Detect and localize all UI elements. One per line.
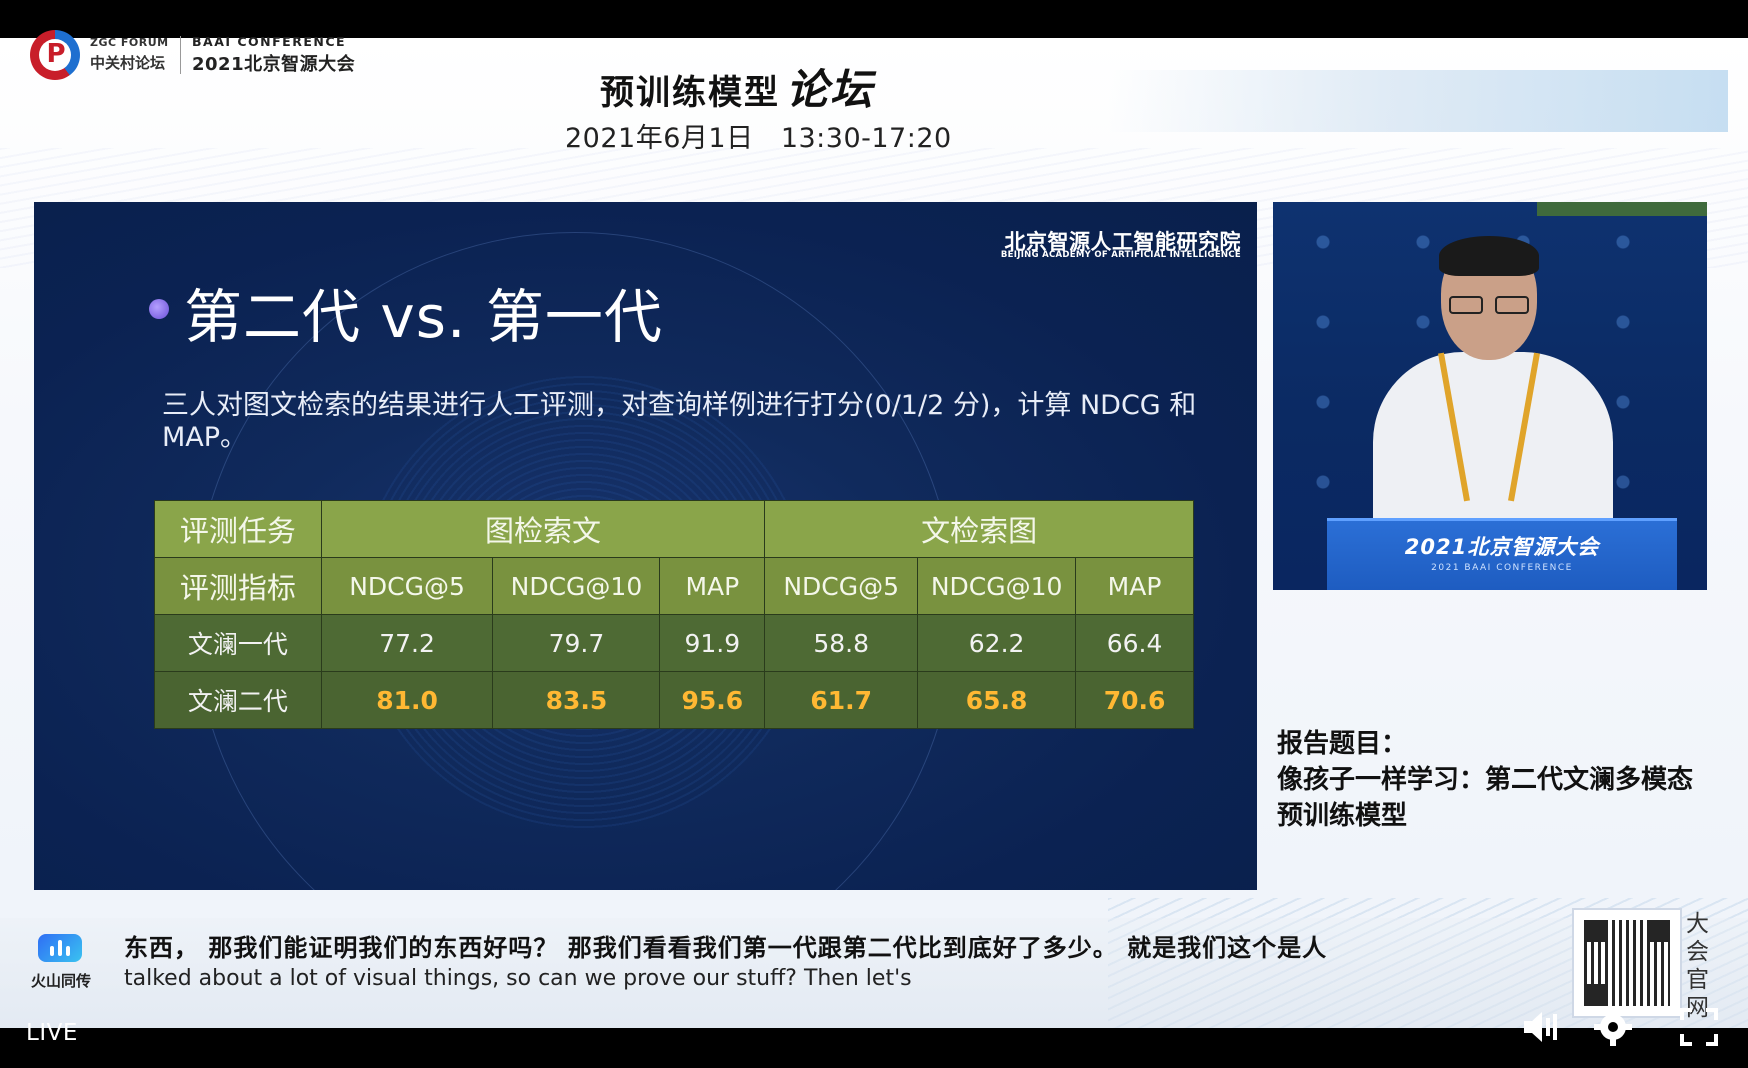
task-label: 评测任务 (154, 500, 322, 558)
evaluation-table: 评测任务 图检索文 文检索图 评测指标 NDCG@5 NDCG@10 MAP N… (154, 500, 1194, 729)
volcano-translate-icon (38, 934, 82, 962)
table-row: 文澜二代 81.0 83.5 95.6 61.7 65.8 70.6 (154, 671, 1194, 729)
group-text-to-image: 文检索图 (764, 500, 1194, 558)
metric-header: NDCG@10 (917, 557, 1077, 615)
settings-icon[interactable] (1590, 1004, 1636, 1050)
institute-name-en: BEIJING ACADEMY OF ARTIFICIAL INTELLIGEN… (1000, 250, 1241, 260)
table-cell: 91.9 (659, 614, 766, 672)
metric-header: NDCG@10 (492, 557, 661, 615)
report-title: 像孩子一样学习：第二代文澜多模态预训练模型 (1277, 765, 1694, 831)
forum-date: 2021年6月1日 13:30-17:20 (565, 123, 952, 154)
baai-conference-en: BAAI CONFERENCE (192, 34, 347, 49)
table-cell-highlight: 81.0 (320, 671, 494, 729)
zgc-forum-cn: 中关村论坛 (90, 54, 166, 72)
table-cell: 58.8 (764, 614, 919, 672)
report-label: 报告题目： (1277, 729, 1408, 759)
bullet-icon (149, 299, 169, 319)
speaker-camera-feed: 2021北京智源大会 2021 BAAI CONFERENCE (1273, 202, 1707, 590)
table-cell-highlight: 61.7 (764, 671, 919, 729)
volume-icon[interactable] (1518, 1004, 1564, 1050)
table-cell: 77.2 (320, 614, 494, 672)
logo-divider (180, 36, 181, 74)
table-header-row: 评测任务 图检索文 文检索图 (154, 500, 1194, 558)
podium: 2021北京智源大会 2021 BAAI CONFERENCE (1327, 518, 1677, 590)
metric-header: NDCG@5 (320, 557, 494, 615)
subtitle-english: talked about a lot of visual things, so … (124, 966, 912, 991)
forum-title-emphasis: 论坛 (786, 65, 875, 114)
top-letterbox (0, 0, 1748, 38)
metric-label: 评测指标 (154, 557, 322, 615)
subtitle-bar (0, 918, 1748, 1028)
baai-conference-cn: 2021北京智源大会 (192, 54, 356, 75)
row-label: 文澜二代 (154, 671, 322, 729)
table-cell: 66.4 (1075, 614, 1194, 672)
table-cell-highlight: 65.8 (917, 671, 1077, 729)
subtitle-chinese: 东西， 那我们能证明我们的东西好吗？ 那我们看看我们第一代跟第二代比到底好了多少… (124, 934, 1328, 962)
qr-code (1572, 908, 1682, 1018)
table-cell-highlight: 70.6 (1075, 671, 1194, 729)
forum-title: 预训练模型 论坛 (600, 56, 874, 117)
metric-header: NDCG@5 (764, 557, 919, 615)
table-row: 文澜一代 77.2 79.7 91.9 58.8 62.2 66.4 (154, 614, 1194, 672)
podium-label-en: 2021 BAAI CONFERENCE (1431, 563, 1573, 573)
institute-name-cn: 北京智源人工智能研究院 (1004, 230, 1241, 254)
table-cell-highlight: 83.5 (492, 671, 661, 729)
qr-caption: 大会官网 (1686, 911, 1709, 1021)
table-cell: 79.7 (492, 614, 661, 672)
zgc-logo-icon (30, 30, 80, 80)
metric-header: MAP (1075, 557, 1194, 615)
group-image-to-text: 图检索文 (320, 500, 766, 558)
live-indicator: LIVE (26, 1020, 78, 1046)
table-cell: 62.2 (917, 614, 1077, 672)
metric-header: MAP (659, 557, 766, 615)
glasses (1449, 296, 1531, 314)
row-label: 文澜一代 (154, 614, 322, 672)
zgc-forum-en: ZGC FORUM (90, 36, 169, 49)
conference-logo: P ZGC FORUM 中关村论坛 BAAI CONFERENCE 2021北京… (30, 30, 360, 86)
fullscreen-icon[interactable] (1676, 1004, 1722, 1050)
interpreter-logo: 火山同传 (31, 934, 91, 994)
player-control-bar (0, 1028, 1748, 1068)
podium-label-cn: 2021北京智源大会 (1404, 535, 1600, 559)
interpreter-brand: 火山同传 (30, 972, 91, 990)
slide-description: 三人对图文检索的结果进行人工评测，对查询样例进行打分(0/1/2 分)，计算 N… (162, 390, 1197, 453)
report-title-block: 报告题目： 像孩子一样学习：第二代文澜多模态预训练模型 (1277, 726, 1717, 834)
table-metric-row: 评测指标 NDCG@5 NDCG@10 MAP NDCG@5 NDCG@10 M… (154, 557, 1194, 615)
forum-title-main: 预训练模型 (600, 73, 780, 113)
slide-title: 第二代 vs. 第一代 (184, 283, 663, 351)
table-cell-highlight: 95.6 (659, 671, 766, 729)
presentation-slide: 北京智源人工智能研究院 BEIJING ACADEMY OF ARTIFICIA… (34, 202, 1257, 890)
